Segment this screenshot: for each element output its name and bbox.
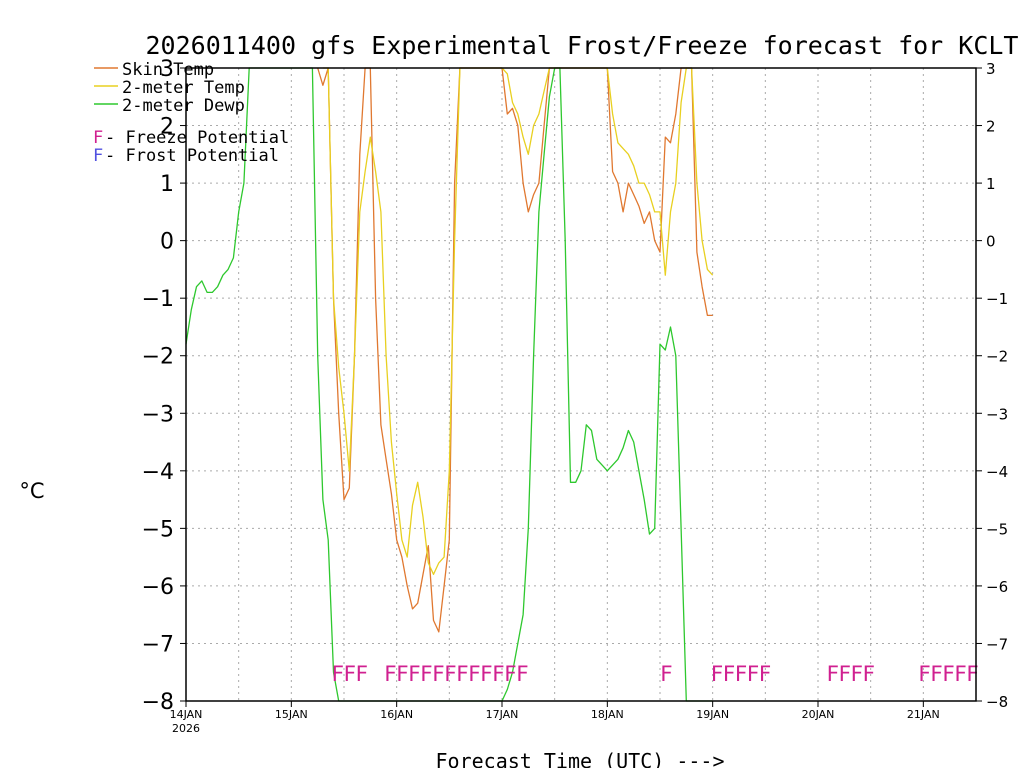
y-tick-label-left: −8: [142, 690, 174, 715]
freeze-marker: F: [954, 662, 967, 686]
freeze-marker: F: [492, 662, 505, 686]
freeze-marker: F: [711, 662, 724, 686]
legend-marker-text: - Freeze Potential: [105, 128, 289, 148]
legend-label: 2-meter Dewp: [122, 96, 245, 116]
freeze-marker: F: [468, 662, 481, 686]
legend-marker-letter: F: [93, 146, 103, 166]
y-tick-label-left: 2: [160, 115, 174, 140]
x-tick-label: 18JAN: [591, 708, 624, 721]
freeze-marker: F: [444, 662, 457, 686]
y-axis-right: −8 −7 −6 −5 −4 −3 −2 −1 0 1 2 3: [976, 60, 1008, 711]
x-tick-sublabel: 2026: [172, 722, 200, 735]
freeze-marker: F: [504, 662, 517, 686]
freeze-marker: F: [420, 662, 433, 686]
y-tick-label-right: −2: [986, 348, 1008, 366]
freeze-marker: F: [942, 662, 955, 686]
legend-marker-letter: F: [93, 128, 103, 148]
legend-label: 2-meter Temp: [122, 78, 245, 98]
freeze-marker: F: [432, 662, 445, 686]
freeze-marker: F: [966, 662, 979, 686]
freeze-marker: F: [723, 662, 736, 686]
y-tick-label-left: −7: [142, 632, 174, 657]
freeze-marker: F: [480, 662, 493, 686]
y-tick-label-right: −5: [986, 520, 1008, 538]
freeze-marker: F: [759, 662, 772, 686]
y-tick-label-left: −2: [142, 345, 174, 370]
freeze-marker: F: [396, 662, 409, 686]
y-tick-label-right: −7: [986, 635, 1008, 653]
freeze-marker: F: [826, 662, 839, 686]
freeze-marker: F: [838, 662, 851, 686]
freeze-marker: F: [343, 662, 356, 686]
freeze-marker: F: [331, 662, 344, 686]
y-tick-label-left: −5: [142, 517, 174, 542]
y-tick-label-right: −3: [986, 405, 1008, 423]
freeze-marker: F: [456, 662, 469, 686]
y-tick-label-right: 3: [986, 60, 996, 78]
series-line-2-meter-dewp: [185, 67, 713, 702]
x-axis-label: Forecast Time (UTC) --->: [436, 749, 725, 768]
x-tick-label: 16JAN: [380, 708, 413, 721]
y-tick-label-right: 0: [986, 233, 996, 251]
freeze-marker: F: [384, 662, 397, 686]
x-tick-label: 20JAN: [802, 708, 835, 721]
freeze-marker: F: [660, 662, 673, 686]
y-tick-label-right: 1: [986, 175, 996, 193]
y-tick-label-right: −4: [986, 463, 1008, 481]
y-tick-label-left: −4: [142, 460, 174, 485]
x-tick-label: 14JAN: [170, 708, 203, 721]
freeze-marker: F: [408, 662, 421, 686]
freeze-marker: F: [735, 662, 748, 686]
y-tick-label-left: 3: [160, 57, 174, 82]
freeze-marker: F: [355, 662, 368, 686]
y-tick-label-left: −1: [142, 287, 174, 312]
y-axis-left: −8 −7 −6 −5 −4 −3 −2 −1 0 1 2 3: [142, 57, 186, 715]
y-tick-label-right: 2: [986, 118, 996, 136]
x-tick-label: 19JAN: [696, 708, 729, 721]
freeze-marker: F: [918, 662, 931, 686]
y-axis-label: °C: [19, 479, 44, 503]
freeze-marker: F: [850, 662, 863, 686]
freeze-marker: F: [516, 662, 529, 686]
y-tick-label-right: −8: [986, 693, 1008, 711]
x-tick-label: 15JAN: [275, 708, 308, 721]
y-tick-label-left: −3: [142, 402, 174, 427]
y-tick-label-left: 1: [160, 172, 174, 197]
y-tick-label-left: 0: [160, 230, 174, 255]
x-tick-label: 21JAN: [907, 708, 940, 721]
y-tick-label-right: −6: [986, 578, 1008, 596]
freeze-marker: F: [930, 662, 943, 686]
plot-frame: [185, 67, 977, 702]
freeze-marker: F: [862, 662, 875, 686]
freeze-marker: F: [747, 662, 760, 686]
legend-label: Skin Temp: [122, 60, 214, 80]
chart-title: 2026011400 gfs Experimental Frost/Freeze…: [146, 31, 1019, 60]
legend-marker-text: - Frost Potential: [105, 146, 279, 166]
x-tick-label: 17JAN: [486, 708, 519, 721]
y-tick-label-left: −6: [142, 575, 174, 600]
y-tick-label-right: −1: [986, 290, 1008, 308]
